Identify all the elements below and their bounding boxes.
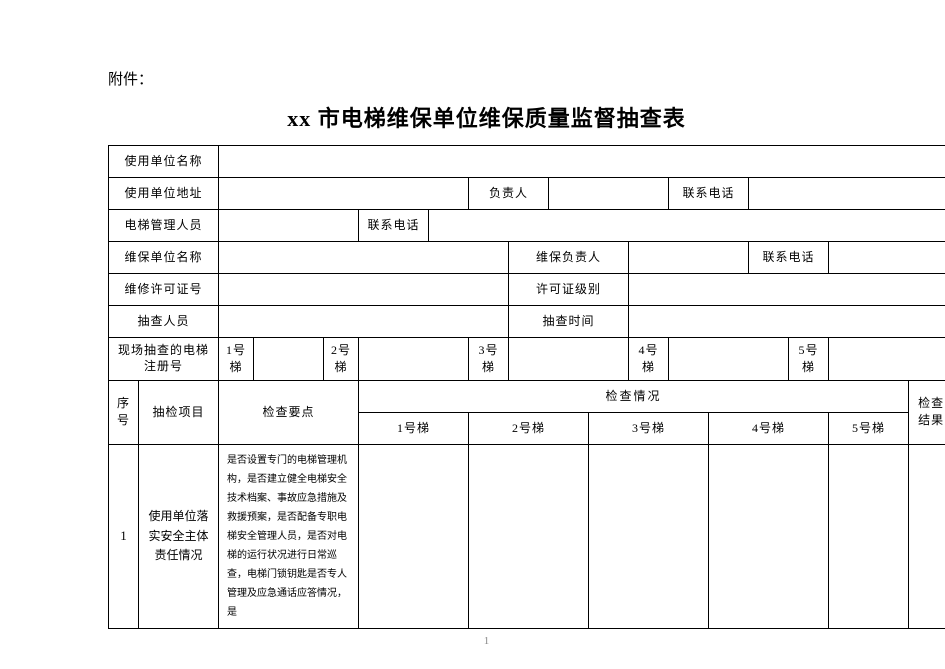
sub-e2: 2号梯 xyxy=(469,412,589,444)
col-item-header: 抽检项目 xyxy=(139,380,219,444)
inspect-time-value xyxy=(629,306,945,338)
col-keypoints-header: 检查要点 xyxy=(219,380,359,444)
col-index-header: 序号 xyxy=(109,380,139,444)
document-title: xx 市电梯维保单位维保质量监督抽查表 xyxy=(108,101,865,133)
unit-phone-value xyxy=(749,178,945,210)
row-status-e2 xyxy=(469,444,589,628)
sub-e5: 5号梯 xyxy=(829,412,909,444)
elevator-5-label: 5号梯 xyxy=(789,338,829,381)
manager-label: 电梯管理人员 xyxy=(109,210,219,242)
manager-value xyxy=(219,210,359,242)
maint-phone-value xyxy=(829,242,945,274)
maint-unit-value xyxy=(219,242,509,274)
elevator-1-label: 1号梯 xyxy=(219,338,254,381)
inspect-time-label: 抽查时间 xyxy=(509,306,629,338)
manager-phone-value xyxy=(429,210,945,242)
sub-e1: 1号梯 xyxy=(359,412,469,444)
unit-name-value xyxy=(219,146,945,178)
unit-person-label: 负责人 xyxy=(469,178,549,210)
row-status-e1 xyxy=(359,444,469,628)
row-elevator-ids: 现场抽查的电梯注册号 1号梯 2号梯 3号梯 4号梯 5号梯 xyxy=(109,338,945,381)
manager-phone-label: 联系电话 xyxy=(359,210,429,242)
table-row: 1 使用单位落实安全主体责任情况 是否设置专门的电梯管理机构，是否建立健全电梯安… xyxy=(109,444,945,628)
elevator-2-value xyxy=(359,338,469,381)
row-index: 1 xyxy=(109,444,139,628)
elevator-4-label: 4号梯 xyxy=(629,338,669,381)
row-item: 使用单位落实安全主体责任情况 xyxy=(139,444,219,628)
row-status-e5 xyxy=(829,444,909,628)
unit-addr-label: 使用单位地址 xyxy=(109,178,219,210)
elevator-3-label: 3号梯 xyxy=(469,338,509,381)
col-status-header: 检查情况 xyxy=(359,380,909,412)
row-keypoints: 是否设置专门的电梯管理机构，是否建立健全电梯安全技术档案、事故应急措施及救援预案… xyxy=(219,444,359,628)
maint-person-label: 维保负责人 xyxy=(509,242,629,274)
maint-person-value xyxy=(629,242,749,274)
onsite-label: 现场抽查的电梯注册号 xyxy=(109,338,219,381)
row-status-e3 xyxy=(589,444,709,628)
unit-addr-value xyxy=(219,178,469,210)
col-result-header: 检查结果 xyxy=(909,380,945,444)
sub-e4: 4号梯 xyxy=(709,412,829,444)
sub-e3: 3号梯 xyxy=(589,412,709,444)
license-level-label: 许可证级别 xyxy=(509,274,629,306)
row-inspector: 抽查人员 抽查时间 xyxy=(109,306,945,338)
attachment-label: 附件： xyxy=(108,68,865,89)
license-value xyxy=(219,274,509,306)
row-result xyxy=(909,444,945,628)
row-unit-name: 使用单位名称 xyxy=(109,146,945,178)
elevator-5-value xyxy=(829,338,945,381)
elevator-3-value xyxy=(509,338,629,381)
page-number: 1 xyxy=(108,635,865,647)
unit-name-label: 使用单位名称 xyxy=(109,146,219,178)
row-status-e4 xyxy=(709,444,829,628)
row-maint-unit: 维保单位名称 维保负责人 联系电话 xyxy=(109,242,945,274)
elevator-1-value xyxy=(254,338,324,381)
row-unit-addr: 使用单位地址 负责人 联系电话 xyxy=(109,178,945,210)
row-table-header-1: 序号 抽检项目 检查要点 检查情况 检查结果 xyxy=(109,380,945,412)
elevator-2-label: 2号梯 xyxy=(324,338,359,381)
inspector-value xyxy=(219,306,509,338)
maint-phone-label: 联系电话 xyxy=(749,242,829,274)
row-manager: 电梯管理人员 联系电话 xyxy=(109,210,945,242)
maint-unit-label: 维保单位名称 xyxy=(109,242,219,274)
row-license: 维修许可证号 许可证级别 xyxy=(109,274,945,306)
inspection-form-table: 使用单位名称 使用单位地址 负责人 联系电话 电梯管理人员 联系电话 维保单位名… xyxy=(108,145,945,629)
elevator-4-value xyxy=(669,338,789,381)
unit-person-value xyxy=(549,178,669,210)
inspector-label: 抽查人员 xyxy=(109,306,219,338)
license-label: 维修许可证号 xyxy=(109,274,219,306)
license-level-value xyxy=(629,274,945,306)
unit-phone-label: 联系电话 xyxy=(669,178,749,210)
